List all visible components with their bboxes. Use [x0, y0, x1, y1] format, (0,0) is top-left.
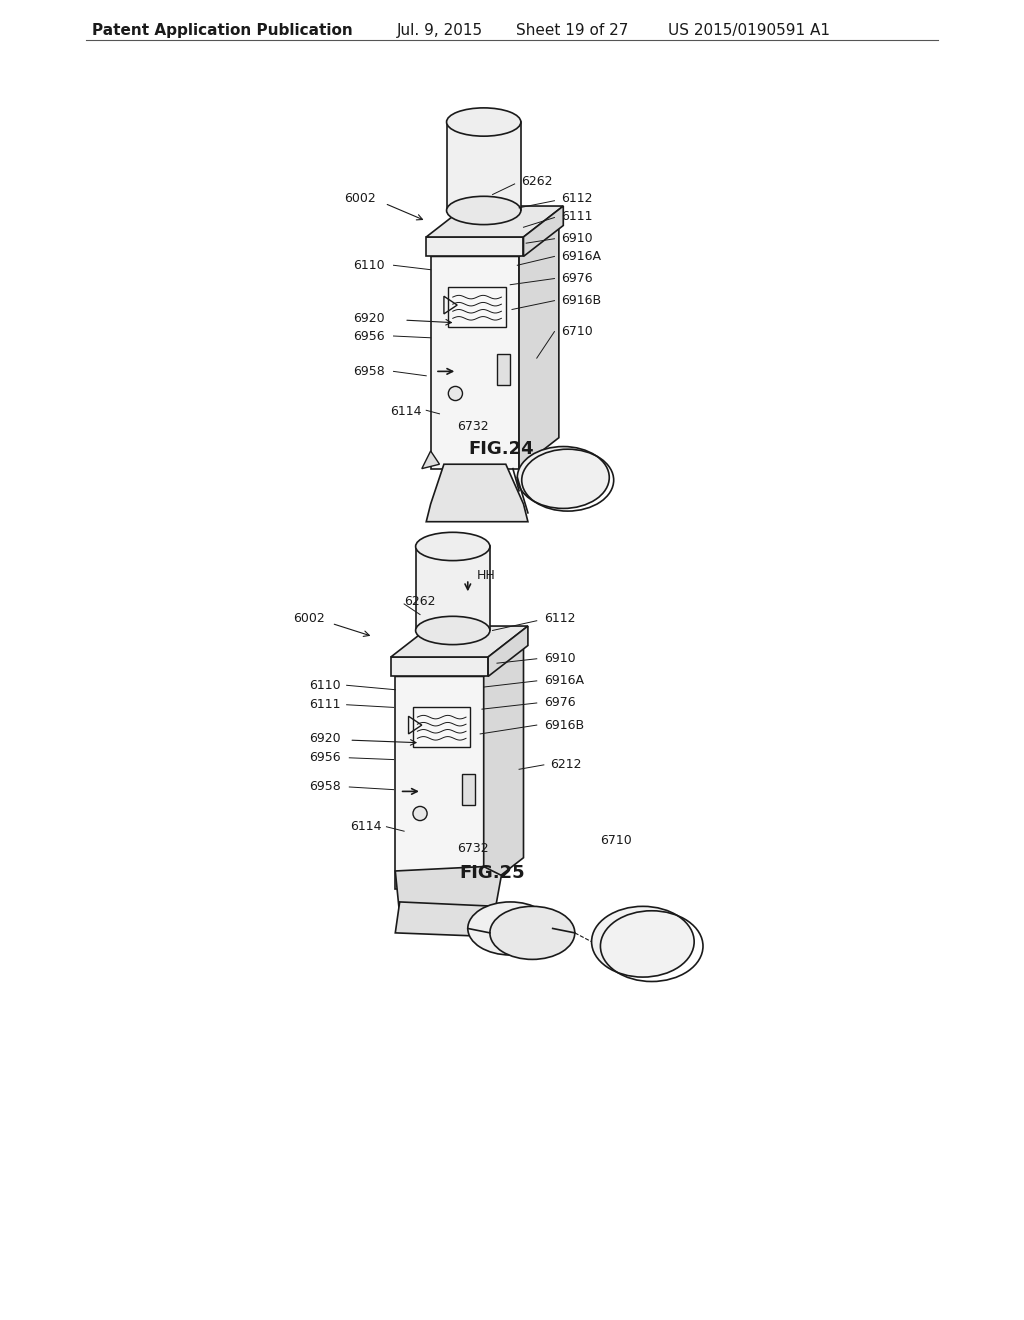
Text: 6958: 6958: [353, 364, 385, 378]
Text: 6956: 6956: [309, 751, 340, 764]
Text: 6112: 6112: [544, 612, 575, 626]
Text: 6111: 6111: [309, 698, 340, 711]
Polygon shape: [416, 546, 489, 631]
Text: 6262: 6262: [404, 595, 435, 607]
Polygon shape: [413, 708, 470, 747]
Polygon shape: [431, 226, 559, 256]
Polygon shape: [497, 354, 510, 384]
Text: 6910: 6910: [561, 232, 593, 246]
Text: 6710: 6710: [600, 833, 632, 846]
Text: 6910: 6910: [544, 652, 575, 665]
Text: 6956: 6956: [353, 330, 385, 342]
Text: 6002: 6002: [344, 193, 376, 206]
Polygon shape: [395, 902, 515, 937]
Text: 6958: 6958: [308, 780, 340, 793]
Polygon shape: [519, 226, 559, 469]
Text: 6916A: 6916A: [561, 249, 601, 263]
Text: 6262: 6262: [521, 174, 552, 187]
Ellipse shape: [446, 108, 521, 136]
Polygon shape: [446, 121, 521, 210]
Text: FIG.25: FIG.25: [460, 863, 525, 882]
Polygon shape: [422, 451, 439, 469]
Text: US 2015/0190591 A1: US 2015/0190591 A1: [668, 24, 830, 38]
Ellipse shape: [468, 902, 553, 954]
Text: 6114: 6114: [390, 405, 422, 417]
Polygon shape: [395, 645, 523, 676]
Text: 6916B: 6916B: [544, 718, 584, 731]
Ellipse shape: [517, 446, 609, 508]
Text: 6110: 6110: [309, 678, 340, 692]
Text: 6732: 6732: [458, 420, 488, 433]
Text: 6110: 6110: [353, 259, 385, 272]
Text: HH: HH: [476, 569, 496, 582]
Text: 6976: 6976: [561, 272, 593, 285]
Text: 6112: 6112: [561, 193, 593, 206]
Ellipse shape: [489, 907, 574, 960]
Polygon shape: [483, 645, 523, 888]
Polygon shape: [462, 774, 475, 805]
Text: 6976: 6976: [544, 697, 575, 709]
Polygon shape: [426, 206, 563, 238]
Text: Jul. 9, 2015: Jul. 9, 2015: [396, 24, 482, 38]
Polygon shape: [391, 657, 488, 676]
Ellipse shape: [416, 616, 489, 644]
Text: 6920: 6920: [353, 312, 385, 325]
Ellipse shape: [416, 532, 489, 561]
Ellipse shape: [446, 197, 521, 224]
Polygon shape: [523, 206, 563, 256]
Text: 6212: 6212: [550, 759, 582, 771]
Text: 6002: 6002: [293, 612, 325, 626]
Polygon shape: [449, 288, 506, 327]
Ellipse shape: [592, 907, 694, 977]
Circle shape: [413, 807, 427, 821]
Polygon shape: [488, 626, 528, 676]
Text: 6111: 6111: [561, 210, 593, 223]
Text: 6710: 6710: [561, 325, 593, 338]
Polygon shape: [391, 626, 528, 657]
Text: Patent Application Publication: Patent Application Publication: [92, 24, 353, 38]
Polygon shape: [395, 866, 502, 924]
Text: 6920: 6920: [309, 731, 340, 744]
Polygon shape: [431, 256, 519, 469]
Text: 6732: 6732: [458, 842, 488, 855]
Text: Sheet 19 of 27: Sheet 19 of 27: [516, 24, 629, 38]
Text: 6916B: 6916B: [561, 294, 602, 308]
Polygon shape: [426, 465, 528, 521]
Polygon shape: [426, 238, 523, 256]
Text: 6916A: 6916A: [544, 675, 584, 688]
Text: 6114: 6114: [350, 820, 382, 833]
Circle shape: [449, 387, 463, 400]
Text: FIG.24: FIG.24: [469, 440, 535, 458]
Polygon shape: [395, 676, 483, 888]
